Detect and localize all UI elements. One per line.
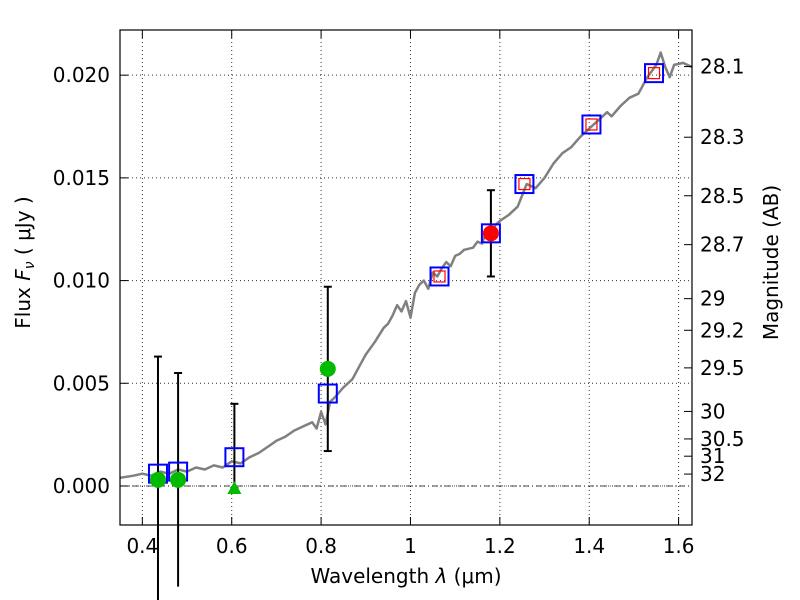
x-axis-title: Wavelength λ (μm) [310, 564, 501, 588]
right-axis-tick-label: 29.5 [700, 356, 745, 380]
data-series [119, 51, 693, 600]
y-axis-title-units: ( μJy ) [11, 196, 35, 261]
x-tick-label: 1.2 [484, 534, 516, 558]
detection-marker [149, 471, 166, 488]
x-tick-label: 1.4 [573, 534, 605, 558]
tick-labels: 0.4 0.6 0.8 1 1.2 1.4 1.6 0.000 0.005 0.010 0.015 0… [53, 55, 745, 558]
model-band-marker [518, 177, 531, 191]
right-axis-tick-label: 30 [700, 399, 725, 423]
x-tick-label: 0.4 [126, 534, 158, 558]
y-tick-label: 0.010 [53, 269, 110, 293]
y-tick-label: 0.000 [53, 474, 110, 498]
right-axis-tick-label: 29.2 [700, 318, 745, 342]
highlighted-detection-marker [482, 225, 499, 242]
photometry-square-marker [581, 114, 602, 135]
x-axis-title-units: (μm) [447, 564, 501, 588]
model-band-marker [433, 270, 446, 283]
plot-frame [119, 29, 693, 526]
grid-lines [120, 30, 692, 525]
y-tick-label: 0.015 [53, 166, 110, 190]
model-band-marker [585, 118, 598, 131]
x-axis-title-symbol: λ [434, 564, 447, 588]
right-axis-tick-label: 28.1 [700, 55, 745, 79]
y-axis-title-subscript: ν [22, 261, 38, 269]
y-tick-label: 0.020 [53, 63, 110, 87]
right-axis-tick-label: 28.5 [700, 184, 745, 208]
y-axis-title: Flux Fν ( μJy ) [11, 196, 38, 328]
right-axis-tick-label: 29 [700, 287, 725, 311]
photometry-square-marker [224, 447, 245, 468]
photometry-square-marker [480, 223, 501, 244]
photometry-square-marker [644, 63, 665, 84]
axis-ticks [120, 30, 692, 525]
right-axis-tick-label: 31 [700, 444, 725, 468]
y-axis-title-prefix: Flux [11, 281, 35, 329]
detection-marker [319, 360, 336, 377]
upper-limit-marker [227, 481, 242, 495]
right-axis-tick-label: 28.3 [700, 125, 745, 149]
right-axis-tick-label: 28.7 [700, 233, 745, 257]
model-band-marker [647, 67, 661, 80]
x-tick-label: 1 [404, 534, 417, 558]
photometry-square-marker [429, 266, 450, 287]
right-axis-tick-label: 32 [700, 462, 725, 486]
detection-marker [170, 471, 187, 488]
x-tick-label: 0.8 [305, 534, 337, 558]
x-axis-title-prefix: Wavelength [310, 564, 435, 588]
y-axis-title-symbol: F [11, 269, 35, 281]
photometry-square-marker [317, 383, 338, 404]
y-tick-label: 0.005 [53, 371, 110, 395]
x-tick-label: 1.6 [663, 534, 695, 558]
x-tick-label: 0.6 [216, 534, 248, 558]
right-axis-tick-label: 30.5 [700, 427, 745, 451]
model-spectrum-line [119, 51, 693, 480]
photometry-square-marker [514, 174, 535, 195]
right-axis-title: Magnitude (AB) [759, 185, 783, 340]
